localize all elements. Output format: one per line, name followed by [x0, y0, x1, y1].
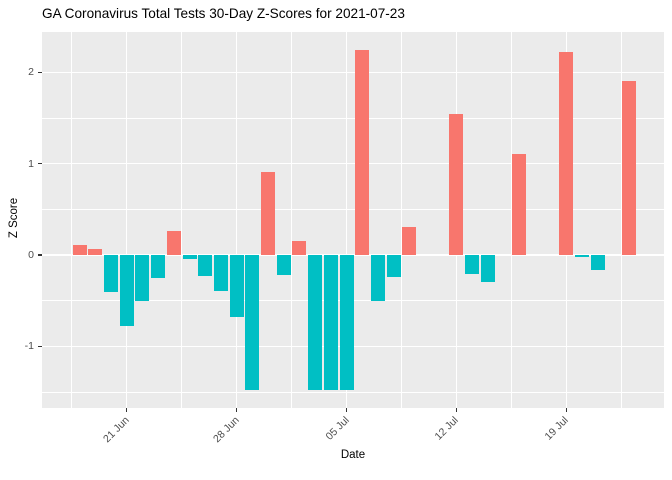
- bar-2021-07-20: [575, 255, 589, 257]
- bar-2021-07-21: [590, 255, 605, 270]
- minor-gridline-vertical: [401, 32, 402, 408]
- bar-2021-06-22: [135, 255, 150, 301]
- plot-panel: [42, 32, 664, 408]
- minor-gridline-vertical: [620, 32, 622, 408]
- bar-2021-07-07: [370, 255, 385, 301]
- bar-2021-07-04: [323, 255, 338, 391]
- major-gridline-horizontal: [42, 71, 664, 73]
- minor-gridline-vertical: [510, 32, 512, 408]
- bar-2021-06-20: [104, 255, 118, 292]
- bar-2021-07-01: [276, 255, 291, 276]
- bar-2021-07-05: [339, 255, 354, 391]
- bar-2021-06-28: [229, 255, 244, 318]
- bar-2021-06-23: [151, 255, 166, 278]
- y-tick-label: 0: [28, 249, 34, 261]
- major-gridline-vertical: [345, 32, 348, 408]
- y-axis-tick: [38, 71, 42, 73]
- chart-title: GA Coronavirus Total Tests 30-Day Z-Scor…: [42, 6, 405, 21]
- bar-2021-06-25: [182, 255, 197, 259]
- bar-2021-06-26: [198, 255, 213, 277]
- bar-2021-07-06: [355, 50, 370, 255]
- x-axis-tick: [126, 408, 128, 412]
- x-tick-label: 12 Jul: [432, 414, 462, 443]
- bar-2021-07-19: [559, 52, 574, 255]
- bar-2021-07-09: [402, 226, 417, 255]
- bar-2021-07-16: [512, 153, 527, 255]
- y-tick-label: 1: [28, 157, 34, 170]
- major-gridline-vertical: [235, 32, 238, 408]
- x-axis-tick: [345, 408, 348, 412]
- x-axis-tick: [455, 408, 457, 412]
- minor-gridline-vertical: [181, 32, 183, 408]
- y-tick-label: -1: [24, 340, 34, 353]
- bar-2021-07-12: [449, 114, 464, 255]
- y-tick-label: 2: [28, 66, 34, 79]
- major-gridline-horizontal: [42, 254, 664, 256]
- bar-2021-06-21: [119, 255, 134, 327]
- minor-gridline-vertical: [71, 32, 73, 408]
- bar-2021-07-23: [622, 81, 637, 255]
- bar-2021-06-18: [72, 244, 87, 255]
- y-axis-tick: [38, 163, 42, 165]
- x-axis-tick: [236, 408, 238, 412]
- minor-gridline-vertical: [291, 32, 292, 408]
- bar-2021-07-13: [465, 255, 480, 275]
- y-axis-title: Z Score: [8, 197, 20, 239]
- bar-2021-06-19: [88, 248, 103, 255]
- x-axis-title: Date: [340, 449, 366, 461]
- major-gridline-vertical: [126, 32, 128, 408]
- bar-2021-06-29: [245, 255, 260, 391]
- minor-gridline-horizontal: [42, 208, 664, 210]
- x-tick-label: 28 Jun: [210, 414, 242, 446]
- bar-2021-06-27: [213, 255, 228, 291]
- bar-2021-07-03: [308, 255, 323, 391]
- x-tick-label: 19 Jul: [542, 414, 572, 443]
- bar-2021-07-14: [480, 255, 495, 282]
- bar-2021-06-30: [261, 171, 275, 255]
- bar-2021-07-02: [292, 241, 307, 255]
- x-tick-label: 05 Jul: [322, 414, 352, 443]
- bar-2021-06-24: [166, 231, 181, 255]
- y-axis-tick: [38, 254, 42, 256]
- x-axis-tick: [565, 408, 567, 412]
- y-axis-tick: [38, 345, 42, 347]
- bar-2021-07-08: [386, 255, 401, 277]
- minor-gridline-horizontal: [42, 391, 664, 393]
- x-tick-label: 21 Jun: [100, 414, 132, 446]
- major-gridline-horizontal: [42, 162, 664, 165]
- minor-gridline-horizontal: [42, 117, 664, 119]
